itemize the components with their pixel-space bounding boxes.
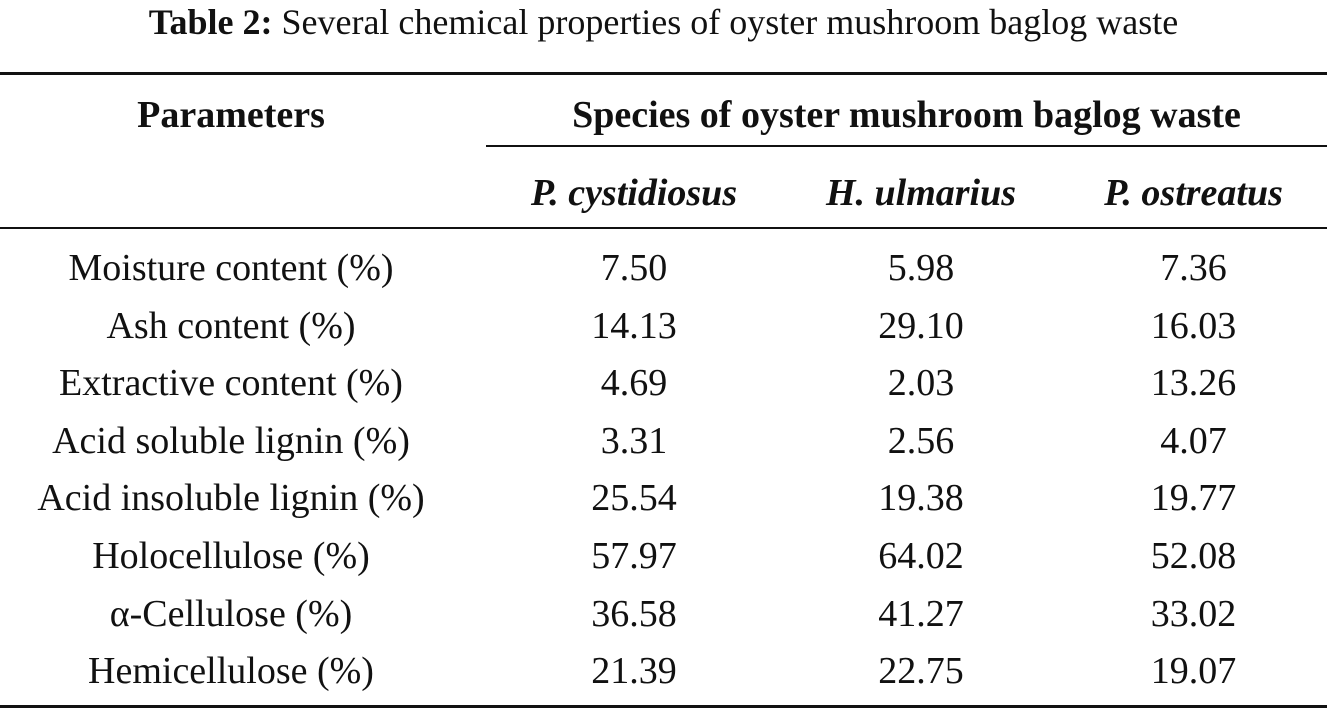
value-cell-h-ulmarius: 2.03	[887, 362, 955, 404]
parameter-cell: Hemicellulose (%)	[88, 650, 374, 692]
value-cell-p-cystidiosus: 21.39	[591, 650, 677, 692]
value-cell-p-cystidiosus: 57.97	[591, 535, 677, 577]
parameter-cell: Extractive content (%)	[59, 362, 403, 404]
value-cell-p-cystidiosus: 7.50	[600, 247, 668, 289]
parameter-cell: Moisture content (%)	[68, 247, 394, 289]
value-cell-p-cystidiosus: 3.31	[600, 420, 668, 462]
parameters-header: Parameters	[137, 94, 325, 136]
value-cell-h-ulmarius: 64.02	[878, 535, 964, 577]
value-cell-p-cystidiosus: 25.54	[591, 477, 677, 519]
value-cell-h-ulmarius: 5.98	[887, 247, 955, 289]
parameter-cell: Holocellulose (%)	[92, 535, 370, 577]
header-bottom-rule	[0, 227, 1327, 229]
table-caption: Table 2: Several chemical properties of …	[0, 0, 1327, 44]
species-header-p-cystidiosus: P. cystidiosus	[530, 172, 738, 214]
value-cell-p-ostreatus: 7.36	[1160, 247, 1227, 289]
value-cell-p-ostreatus: 4.07	[1160, 420, 1227, 462]
value-cell-p-ostreatus: 52.08	[1150, 535, 1237, 577]
parameter-cell: Acid soluble lignin (%)	[52, 420, 410, 462]
parameter-cell: Ash content (%)	[106, 305, 356, 347]
value-cell-h-ulmarius: 41.27	[878, 593, 964, 635]
value-cell-h-ulmarius: 29.10	[878, 305, 964, 347]
species-header-p-ostreatus: P. ostreatus	[1104, 172, 1283, 214]
value-cell-h-ulmarius: 2.56	[887, 420, 955, 462]
table-bottom-rule	[0, 705, 1327, 708]
table-top-rule	[0, 72, 1327, 75]
species-group-header: Species of oyster mushroom baglog waste	[572, 94, 1241, 136]
species-group-rule	[486, 145, 1327, 147]
value-cell-p-ostreatus: 19.77	[1150, 477, 1237, 519]
value-cell-p-ostreatus: 33.02	[1150, 593, 1237, 635]
parameter-cell: Acid insoluble lignin (%)	[37, 477, 425, 519]
parameter-cell: α-Cellulose (%)	[109, 593, 353, 635]
value-cell-p-ostreatus: 16.03	[1150, 305, 1237, 347]
value-cell-p-cystidiosus: 36.58	[591, 593, 677, 635]
species-header-h-ulmarius: H. ulmarius	[825, 172, 1017, 214]
table-caption-text: Several chemical properties of oyster mu…	[281, 2, 1179, 42]
value-cell-p-ostreatus: 13.26	[1150, 362, 1237, 404]
value-cell-p-cystidiosus: 4.69	[600, 362, 668, 404]
value-cell-h-ulmarius: 22.75	[878, 650, 964, 692]
value-cell-p-cystidiosus: 14.13	[591, 305, 677, 347]
value-cell-h-ulmarius: 19.38	[878, 477, 964, 519]
table-caption-label: Table 2:	[148, 2, 273, 42]
value-cell-p-ostreatus: 19.07	[1150, 650, 1237, 692]
